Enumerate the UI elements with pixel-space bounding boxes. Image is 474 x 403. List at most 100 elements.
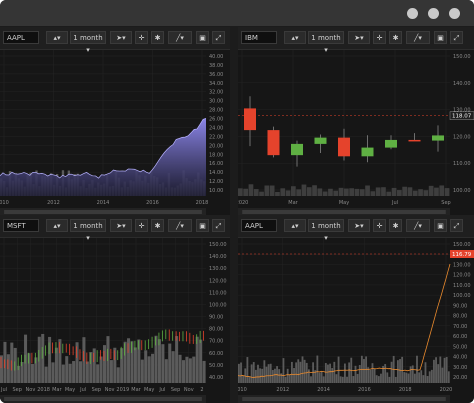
cursor-tool-dropdown[interactable]: ➤▾ [348,219,370,232]
volume-bar [54,347,58,383]
screenshot-button[interactable]: ▣ [196,219,209,232]
symbol-input[interactable]: AAPL [241,219,277,232]
volume-bar [284,376,287,383]
volume-bar [127,338,131,383]
chart-panel-aapl-line: AAPL▴▾1 month ▾➤▾✛✱╱▾▣⤢150.00140.00130.0… [238,215,474,403]
cursor-tool-dropdown[interactable]: ➤▾ [110,31,132,44]
volume-bar [288,374,291,383]
volume-bar [171,351,175,383]
chart-plot[interactable]: 150.00 140.00 130.00 120.00 110.00 100.00 2020… [238,50,474,216]
y-tick-label: 28.00 [209,108,223,114]
period-label: 1 month [311,222,341,230]
crosshair-button[interactable]: ✛ [373,31,386,44]
cursor-tool-dropdown[interactable]: ➤▾ [110,219,132,232]
volume-bar [333,190,339,196]
symbol-input[interactable]: IBM [241,31,277,44]
volume-bar [346,376,348,383]
crosshair-icon: ✛ [138,222,145,230]
scrollbar-thumb[interactable] [242,397,446,401]
crosshair-button[interactable]: ✛ [373,219,386,232]
volume-bar [329,363,331,383]
settings-button[interactable]: ✱ [389,219,402,232]
volume-bar [140,359,144,383]
volume-bar [394,376,397,383]
volume-bar [248,184,254,196]
volume-bar [301,356,304,383]
volume-bar [27,353,31,383]
volume-bar [286,368,289,383]
volume-bar [238,188,243,196]
period-dropdown[interactable]: 1 month ▾ [308,219,344,242]
y-tick-label: 100.00 [209,302,227,308]
price-area [0,118,206,196]
y-tick-label: 32.00 [209,90,223,96]
fullscreen-button[interactable]: ⤢ [212,31,225,44]
camera-icon: ▣ [199,222,206,230]
period-dropdown[interactable]: 1 month ▾ [308,31,344,54]
volume-bar [423,190,429,196]
scrollbar-thumb[interactable] [4,397,202,401]
x-tick-label: 2020 [440,387,453,393]
chart-type-dropdown[interactable]: ▴▾ [284,219,306,232]
volume-bar [377,376,380,383]
cursor-tool-dropdown[interactable]: ➤▾ [348,31,370,44]
expand-icon: ⤢ [215,222,222,230]
y-tick-label: 10.00 [209,188,223,194]
period-dropdown[interactable]: 1 month ▾ [70,31,106,54]
x-tick-label: 2014 [317,387,330,393]
period-label: 1 month [73,222,103,230]
volume-bar [418,372,421,383]
x-tick-label: Nov [184,387,194,393]
crosshair-icon: ✛ [138,34,145,42]
draw-tool-dropdown[interactable]: ╱▾ [168,31,192,44]
crosshair-button[interactable]: ✛ [135,219,148,232]
chart-type-dropdown[interactable]: ▴▾ [46,31,68,44]
y-tick-label: 110.00 [209,290,227,296]
volume-bar [407,373,410,383]
screenshot-button[interactable]: ▣ [196,31,209,44]
close-button[interactable] [449,8,460,19]
fullscreen-button[interactable]: ⤢ [450,31,463,44]
y-tick-label: 40.00 [209,375,223,381]
volume-bar [422,375,425,383]
chart-plot[interactable]: 40.00 38.00 36.00 34.00 32.00 30.00 28.00 26.00… [0,50,230,216]
screenshot-button[interactable]: ▣ [434,219,447,232]
symbol-input[interactable]: MSFT [3,219,39,232]
volume-bar [445,356,448,383]
fullscreen-button[interactable]: ⤢ [212,219,225,232]
volume-bar [371,363,374,383]
y-tick-label: 110.00 [453,283,471,289]
screenshot-button[interactable]: ▣ [434,31,447,44]
volume-bar [339,376,342,383]
fullscreen-button[interactable]: ⤢ [450,219,463,232]
volume-bar [6,354,10,383]
minimize-button[interactable] [407,8,418,19]
symbol-input[interactable]: AAPL [3,31,39,44]
chart-type-dropdown[interactable]: ▴▾ [284,31,306,44]
y-tick-label: 20.00 [453,375,467,381]
crosshair-button[interactable]: ✛ [135,31,148,44]
volume-bar [439,356,442,383]
draw-tool-dropdown[interactable]: ╱▾ [168,219,192,232]
gear-icon: ✱ [392,222,399,230]
chart-plot[interactable]: 150.00140.00130.00120.00110.00100.0090.0… [238,238,474,403]
volume-bar [310,376,312,383]
draw-tool-dropdown[interactable]: ╱▾ [406,219,430,232]
zoom-button[interactable] [428,8,439,19]
chart-type-dropdown[interactable]: ▴▾ [46,219,68,232]
volume-bar [386,372,389,383]
period-dropdown[interactable]: 1 month ▾ [70,219,106,242]
scrollbar-thumb[interactable] [4,210,202,214]
draw-tool-dropdown[interactable]: ╱▾ [406,31,430,44]
x-tick-label: Mar [131,387,141,393]
chart-plot[interactable]: 150.00140.00130.00120.00110.00100.0090.0… [0,238,230,403]
settings-button[interactable]: ✱ [389,31,402,44]
settings-button[interactable]: ✱ [151,219,164,232]
expand-icon: ⤢ [215,34,222,42]
volume-bar [269,363,272,383]
settings-button[interactable]: ✱ [151,31,164,44]
volume-bar [365,185,370,196]
scrollbar-thumb[interactable] [242,210,446,214]
chart-panel-ibm-candles: IBM ▴▾ 1 month ▾ ➤▾ ✛ ✱ ╱▾ ▣ ⤢ 150.00 140.00 130.00… [238,27,474,216]
expand-icon: ⤢ [453,222,460,230]
